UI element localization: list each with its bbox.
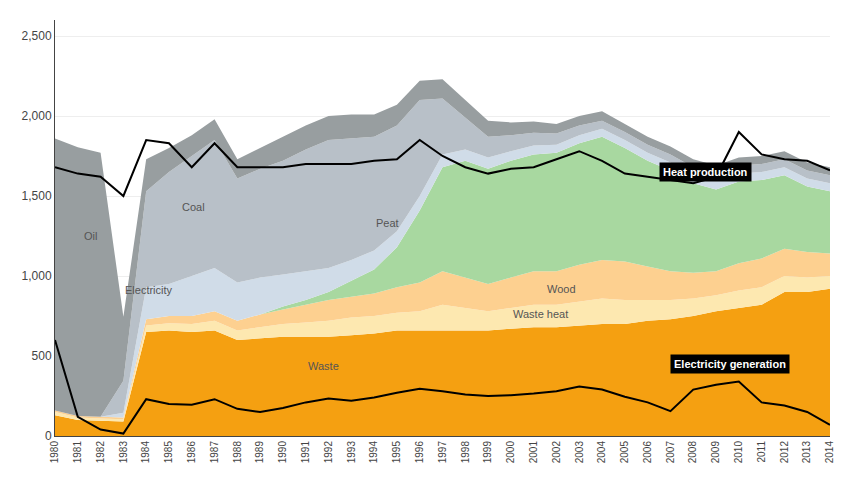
svg-text:1992: 1992 xyxy=(323,441,334,464)
svg-text:1980: 1980 xyxy=(49,441,60,464)
svg-text:2000: 2000 xyxy=(505,441,516,464)
svg-text:1983: 1983 xyxy=(118,441,129,464)
svg-text:1994: 1994 xyxy=(368,441,379,464)
svg-text:1,500: 1,500 xyxy=(22,189,52,203)
svg-text:1991: 1991 xyxy=(300,441,311,464)
svg-text:1990: 1990 xyxy=(277,441,288,464)
svg-text:2,500: 2,500 xyxy=(22,29,52,43)
svg-text:1996: 1996 xyxy=(414,441,425,464)
svg-text:1995: 1995 xyxy=(391,441,402,464)
svg-text:1993: 1993 xyxy=(346,441,357,464)
svg-text:2003: 2003 xyxy=(574,441,585,464)
svg-text:2007: 2007 xyxy=(665,441,676,464)
svg-text:0: 0 xyxy=(45,429,52,443)
svg-text:1989: 1989 xyxy=(254,441,265,464)
svg-text:2014: 2014 xyxy=(824,441,835,464)
svg-text:1982: 1982 xyxy=(95,441,106,464)
svg-text:Waste: Waste xyxy=(308,360,339,372)
svg-text:1997: 1997 xyxy=(437,441,448,464)
svg-text:1,000: 1,000 xyxy=(22,269,52,283)
svg-text:2001: 2001 xyxy=(528,441,539,464)
svg-text:2,000: 2,000 xyxy=(22,109,52,123)
svg-text:1985: 1985 xyxy=(163,441,174,464)
svg-text:1987: 1987 xyxy=(209,441,220,464)
svg-text:1984: 1984 xyxy=(140,441,151,464)
svg-text:500: 500 xyxy=(32,349,52,363)
svg-text:Waste heat: Waste heat xyxy=(513,308,568,320)
svg-text:1998: 1998 xyxy=(460,441,471,464)
svg-text:Peat: Peat xyxy=(376,217,399,229)
svg-text:2011: 2011 xyxy=(756,441,767,463)
svg-text:Oil: Oil xyxy=(84,230,97,242)
svg-text:2006: 2006 xyxy=(642,441,653,464)
svg-text:2013: 2013 xyxy=(801,441,812,464)
svg-text:Heat production: Heat production xyxy=(663,166,748,178)
svg-text:2010: 2010 xyxy=(733,441,744,464)
svg-text:1988: 1988 xyxy=(232,441,243,464)
svg-text:1981: 1981 xyxy=(72,441,83,464)
svg-text:2012: 2012 xyxy=(779,441,790,464)
svg-text:2008: 2008 xyxy=(687,441,698,464)
svg-text:Wood: Wood xyxy=(547,283,576,295)
svg-text:Coal: Coal xyxy=(182,201,205,213)
svg-text:2002: 2002 xyxy=(551,441,562,464)
svg-text:2004: 2004 xyxy=(596,441,607,464)
svg-text:2005: 2005 xyxy=(619,441,630,464)
svg-text:Electricity generation: Electricity generation xyxy=(674,358,786,370)
svg-text:1999: 1999 xyxy=(482,441,493,464)
svg-text:1986: 1986 xyxy=(186,441,197,464)
svg-text:Electricity: Electricity xyxy=(125,284,173,296)
svg-text:2009: 2009 xyxy=(710,441,721,464)
